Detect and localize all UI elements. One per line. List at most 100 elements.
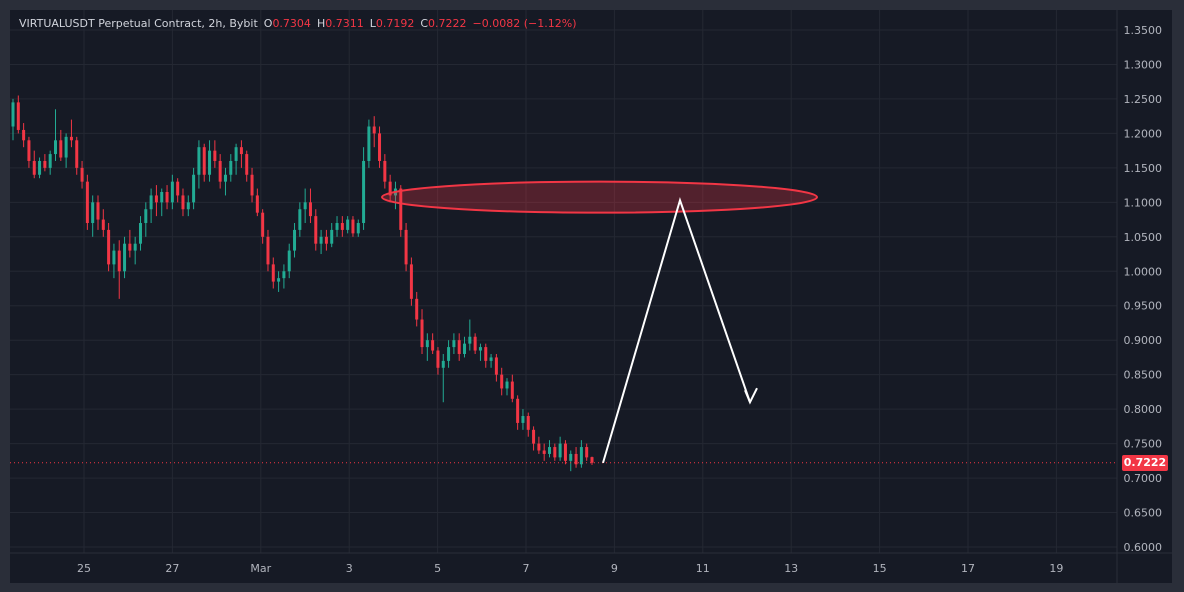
candle-body <box>245 154 249 175</box>
open-key: O <box>263 17 273 30</box>
price-tick-label: 1.0000 <box>1124 265 1163 278</box>
candle-body <box>176 181 180 196</box>
candle-body <box>308 202 312 217</box>
candle-body <box>91 202 95 224</box>
candle-body <box>112 250 116 265</box>
candle-body <box>579 447 583 465</box>
candle-body <box>346 219 350 230</box>
candle-body <box>80 167 84 182</box>
candle-body <box>420 319 424 348</box>
symbol-title[interactable]: VIRTUALUSDT Perpetual Contract, 2h, Bybi… <box>19 17 258 30</box>
candle-body <box>85 181 89 224</box>
candle-body <box>229 160 233 175</box>
price-tick-label: 0.6000 <box>1124 541 1163 554</box>
candle-body <box>409 264 413 299</box>
candle-body <box>239 147 243 155</box>
candle-body <box>27 140 31 161</box>
candle-body <box>271 264 275 282</box>
candle-body <box>186 202 190 210</box>
price-tick-label: 0.7000 <box>1124 472 1163 485</box>
candle-body <box>138 223 142 244</box>
price-axis[interactable]: 1.3500 1.3000 1.2500 1.2000 1.1500 1.1000 1.05… <box>1124 24 1163 554</box>
candle-body <box>383 160 387 182</box>
price-tick-label: 1.2500 <box>1124 93 1163 106</box>
candle-body <box>277 278 281 282</box>
candle-body <box>324 236 328 244</box>
low-key: L <box>369 17 376 30</box>
candle-body <box>218 160 222 182</box>
high-value: 0.7311 <box>325 17 364 30</box>
chart-canvas[interactable]: 1.3500 1.3000 1.2500 1.2000 1.1500 1.1000 1.05… <box>10 10 1172 583</box>
candle-body <box>372 126 376 134</box>
candle-body <box>484 347 488 361</box>
time-tick-label: 5 <box>434 562 441 575</box>
close-value: 0.7222 <box>428 17 467 30</box>
candle-body <box>542 450 546 454</box>
candle-body <box>516 398 520 423</box>
grid-lines <box>10 10 1117 553</box>
candle-body <box>425 340 429 348</box>
time-tick-label: Mar <box>250 562 271 575</box>
candle-body <box>170 181 174 203</box>
candle-body <box>335 223 339 230</box>
candle-body <box>287 250 291 272</box>
candle-body <box>500 374 504 389</box>
candle-body <box>32 160 36 175</box>
close-key: C <box>420 17 429 30</box>
price-tick-label: 0.6500 <box>1124 507 1163 520</box>
time-tick-label: 27 <box>165 562 179 575</box>
candle-body <box>144 209 148 224</box>
candle-body <box>11 102 15 127</box>
candle-body <box>293 229 297 251</box>
candle-body <box>473 336 477 351</box>
candle-body <box>202 147 206 175</box>
change-value: −0.0082 (−1.12%) <box>472 17 577 30</box>
candle-body <box>351 219 355 234</box>
time-tick-label: 11 <box>696 562 710 575</box>
candle-body <box>489 357 493 361</box>
open-value: 0.7304 <box>272 17 311 30</box>
candle-body <box>266 236 270 265</box>
candle-body <box>223 174 227 182</box>
price-tick-label: 0.7500 <box>1124 438 1163 451</box>
candle-body <box>362 160 366 224</box>
candle-body <box>452 340 456 348</box>
time-axis[interactable]: 25 27 Mar 3 5 7 9 11 13 15 17 19 <box>77 562 1063 575</box>
candle-body <box>181 195 185 210</box>
resistance-zone-ellipse[interactable] <box>381 180 818 214</box>
projection-arrow[interactable] <box>602 196 758 464</box>
candle-body <box>197 147 201 175</box>
time-tick-label: 17 <box>961 562 975 575</box>
candle-body <box>213 150 217 161</box>
price-tick-label: 0.9000 <box>1124 334 1163 347</box>
candle-body <box>250 174 254 196</box>
candle-body <box>234 147 238 161</box>
candle-body <box>367 126 371 161</box>
candle-body <box>303 202 307 210</box>
candle-body <box>160 191 164 203</box>
candle-body <box>38 160 42 175</box>
time-tick-label: 19 <box>1049 562 1063 575</box>
candle-body <box>548 447 552 454</box>
candle-body <box>96 202 100 220</box>
candle-body <box>165 191 169 203</box>
candle-body <box>123 243 127 272</box>
candle-body <box>149 195 153 210</box>
candle-body <box>478 347 482 351</box>
candle-body <box>574 453 578 465</box>
candle-body <box>133 243 137 251</box>
candle-body <box>64 136 68 158</box>
candle-body <box>340 223 344 230</box>
candle-body <box>532 429 536 444</box>
candle-body <box>510 381 514 399</box>
candle-body <box>255 195 259 213</box>
candle-body <box>463 343 467 354</box>
chart-frame: 1.3500 1.3000 1.2500 1.2000 1.1500 1.1000 1.05… <box>10 10 1172 583</box>
time-tick-label: 15 <box>873 562 887 575</box>
low-value: 0.7192 <box>375 17 415 30</box>
candle-body <box>48 154 52 168</box>
price-tick-label: 0.9500 <box>1124 300 1163 313</box>
candle-body <box>282 271 286 279</box>
candle-body <box>457 340 461 354</box>
candle-body <box>117 250 121 272</box>
